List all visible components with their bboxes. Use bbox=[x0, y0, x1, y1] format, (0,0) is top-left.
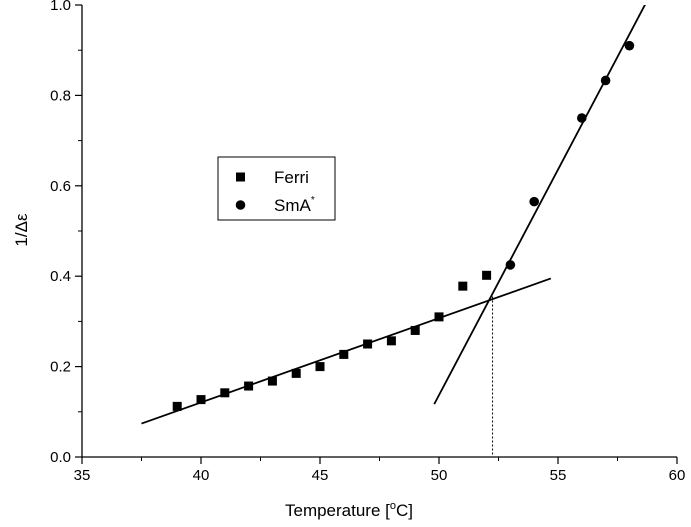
x-axis-title-main: Temperature [ bbox=[285, 501, 390, 520]
x-axis-title: Temperature [oC] bbox=[285, 500, 413, 520]
data-point-square bbox=[220, 388, 230, 398]
axes bbox=[81, 5, 677, 458]
legend: Ferri SmA* bbox=[217, 156, 336, 221]
x-tick-label: 40 bbox=[193, 467, 210, 484]
legend-marker-square bbox=[236, 172, 245, 182]
y-tick-label: 0.8 bbox=[50, 87, 71, 104]
data-point-square bbox=[291, 368, 301, 378]
x-tick-label: 50 bbox=[431, 467, 448, 484]
legend-marker-circle bbox=[235, 200, 246, 210]
legend-label-sup: * bbox=[311, 195, 315, 206]
data-point-square bbox=[386, 336, 396, 346]
y-axis-title: 1/Δε bbox=[12, 213, 31, 247]
data-point-circle bbox=[529, 196, 539, 207]
data-point-square bbox=[244, 381, 254, 391]
data-point-circle bbox=[600, 75, 611, 86]
legend-label-main: SmA bbox=[274, 196, 312, 215]
data-point-square bbox=[482, 270, 492, 280]
x-tick-label: 60 bbox=[669, 467, 686, 484]
data-point-square bbox=[339, 349, 349, 359]
data-points-layer bbox=[172, 40, 635, 411]
data-point-square bbox=[267, 376, 277, 386]
tick-layer: 35 40 45 50 55 60 0.0 0.2 0.4 0.6 0.8 1.0 bbox=[50, 0, 685, 484]
x-tick-label: 55 bbox=[550, 467, 567, 484]
data-point-circle bbox=[505, 260, 516, 270]
x-tick-label: 35 bbox=[74, 467, 91, 484]
data-point-square bbox=[172, 401, 182, 411]
x-axis-title-end: C] bbox=[396, 501, 413, 520]
x-tick-label: 45 bbox=[312, 467, 329, 484]
legend-box bbox=[217, 156, 336, 221]
data-point-square bbox=[315, 362, 325, 372]
data-point-square bbox=[434, 312, 444, 322]
y-tick-label: 0.0 bbox=[50, 449, 71, 466]
data-point-circle bbox=[577, 113, 587, 123]
y-tick-label: 1.0 bbox=[50, 0, 71, 14]
y-tick-label: 0.2 bbox=[50, 359, 71, 376]
data-point-square bbox=[196, 395, 206, 405]
x-axis-title-sup: o bbox=[390, 500, 396, 512]
data-point-circle bbox=[624, 40, 635, 51]
legend-label: Ferri bbox=[274, 168, 309, 187]
data-point-square bbox=[410, 325, 420, 335]
y-tick-label: 0.4 bbox=[50, 268, 71, 285]
data-point-square bbox=[363, 339, 373, 349]
legend-label-main: Ferri bbox=[274, 168, 309, 187]
data-point-square bbox=[458, 281, 468, 291]
legend-label: SmA* bbox=[274, 195, 315, 215]
fit-line bbox=[433, 5, 646, 405]
y-tick-label: 0.6 bbox=[50, 178, 71, 195]
